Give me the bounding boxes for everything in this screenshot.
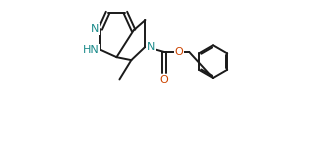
Text: HN: HN xyxy=(83,45,99,55)
Text: O: O xyxy=(160,75,168,85)
Text: O: O xyxy=(174,47,183,57)
Text: N: N xyxy=(147,42,156,52)
Text: N: N xyxy=(91,24,99,34)
